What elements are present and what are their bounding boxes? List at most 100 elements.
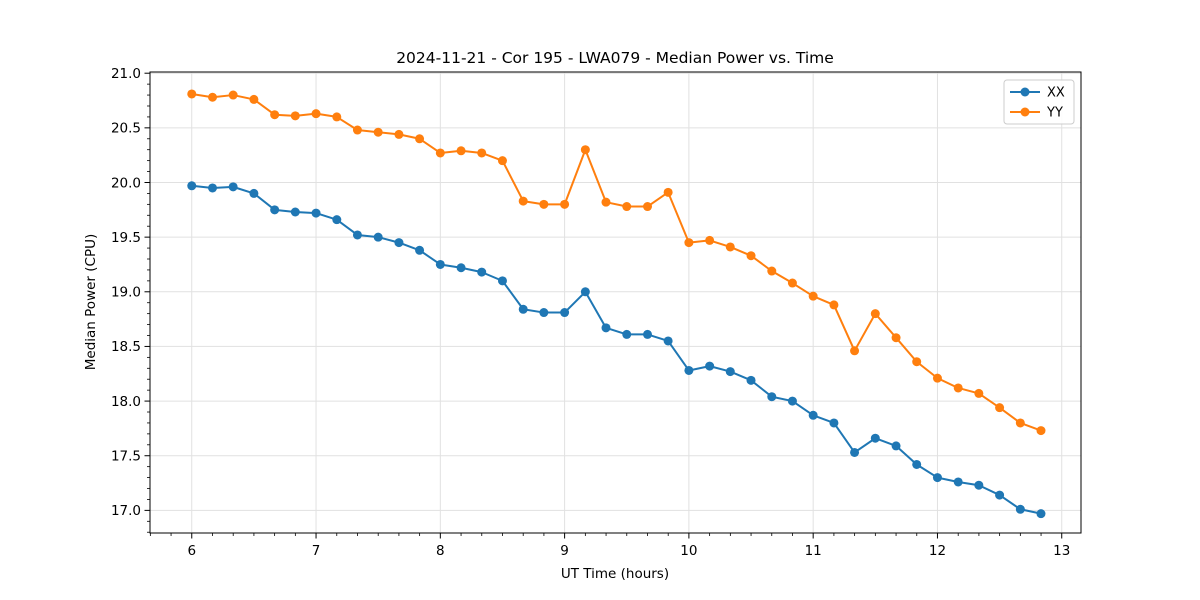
data-point-yy (746, 251, 756, 261)
data-point-yy (870, 309, 880, 319)
legend-entry-label: YY (1046, 106, 1063, 121)
data-point-xx (725, 367, 735, 377)
data-point-xx (643, 329, 653, 339)
data-point-xx (415, 245, 425, 255)
data-point-yy (394, 129, 404, 139)
data-point-yy (912, 357, 922, 367)
data-point-xx (249, 188, 259, 198)
data-point-xx (932, 473, 942, 483)
data-point-xx (290, 207, 300, 217)
data-point-yy (352, 125, 362, 135)
data-point-yy (208, 92, 218, 102)
data-point-xx (912, 459, 922, 469)
data-point-yy (497, 156, 507, 166)
x-tick-label: 12 (929, 543, 946, 559)
tick-label-layer: 6 7 8 9 10 11 12 13 17.0 17.5 18.0 18.5 19.0 19.5 20.0… (111, 66, 1070, 559)
data-point-xx (539, 308, 549, 318)
x-tick-label: 11 (805, 543, 822, 559)
x-tick-label: 13 (1053, 543, 1070, 559)
data-point-yy (684, 238, 694, 248)
data-point-xx (767, 392, 777, 402)
data-point-xx (311, 208, 321, 218)
data-point-xx (435, 259, 445, 269)
data-point-yy (1015, 418, 1025, 428)
x-tick-label: 9 (560, 543, 569, 559)
series-line-yy (190, 92, 1042, 432)
data-point-yy (705, 235, 715, 245)
data-point-yy (373, 127, 383, 137)
data-point-yy (477, 148, 487, 158)
data-point-xx (829, 418, 839, 428)
data-point-yy (249, 94, 259, 104)
data-point-yy (1036, 426, 1046, 436)
data-point-yy (518, 196, 528, 206)
data-point-yy (539, 199, 549, 209)
data-point-xx (208, 183, 218, 193)
data-point-xx (974, 480, 984, 490)
data-point-xx (270, 205, 280, 215)
series-layer (187, 89, 1046, 519)
data-point-yy (456, 146, 466, 156)
data-point-yy (891, 333, 901, 343)
data-point-xx (995, 490, 1005, 500)
data-point-yy (953, 383, 963, 393)
data-point-xx (746, 375, 756, 385)
data-point-xx (228, 182, 238, 192)
data-point-xx (456, 263, 466, 273)
y-axis-label: Median Power (CPU) (83, 234, 99, 370)
data-point-yy (332, 112, 342, 122)
data-point-yy (995, 403, 1005, 413)
legend-sample-marker (1020, 107, 1030, 117)
y-tick-label: 18.5 (111, 339, 141, 355)
data-point-xx (1015, 504, 1025, 514)
data-point-yy (601, 197, 611, 207)
data-point-xx (953, 477, 963, 487)
data-point-xx (373, 232, 383, 242)
y-tick-label: 19.5 (111, 230, 141, 246)
y-tick-label: 18.0 (111, 394, 141, 410)
data-point-xx (394, 238, 404, 248)
data-point-xx (332, 215, 342, 225)
y-tick-label: 17.0 (111, 503, 141, 519)
data-point-yy (270, 110, 280, 120)
data-point-xx (580, 287, 590, 297)
x-tick-label: 6 (187, 543, 196, 559)
y-tick-label: 20.5 (111, 121, 141, 137)
data-point-xx (352, 230, 362, 240)
data-point-yy (435, 148, 445, 158)
data-point-xx (787, 396, 797, 406)
data-point-xx (705, 361, 715, 371)
data-point-xx (497, 276, 507, 286)
data-point-yy (580, 145, 590, 155)
x-axis-label: UT Time (hours) (561, 566, 669, 582)
data-point-yy (311, 109, 321, 119)
y-tick-label: 19.0 (111, 285, 141, 301)
data-point-xx (850, 447, 860, 457)
x-tick-label: 10 (680, 543, 697, 559)
legend: XX YY (1003, 79, 1075, 125)
data-point-xx (622, 329, 632, 339)
data-point-yy (560, 199, 570, 209)
data-point-yy (829, 300, 839, 310)
grid-layer (150, 72, 1081, 533)
data-point-yy (415, 134, 425, 144)
chart-title: 2024-11-21 - Cor 195 - LWA079 - Median P… (396, 49, 834, 67)
data-point-xx (560, 308, 570, 318)
x-tick-label: 8 (436, 543, 445, 559)
data-point-yy (767, 266, 777, 276)
data-point-xx (187, 181, 197, 191)
data-point-xx (477, 267, 487, 277)
data-point-xx (891, 441, 901, 451)
data-point-xx (518, 304, 528, 314)
data-point-xx (684, 365, 694, 375)
data-point-yy (932, 373, 942, 383)
data-point-yy (850, 346, 860, 356)
data-point-xx (601, 323, 611, 333)
data-point-yy (725, 242, 735, 252)
legend-sample-marker (1020, 87, 1030, 97)
data-point-xx (663, 336, 673, 346)
plot-border (149, 71, 1082, 534)
data-point-yy (663, 187, 673, 197)
